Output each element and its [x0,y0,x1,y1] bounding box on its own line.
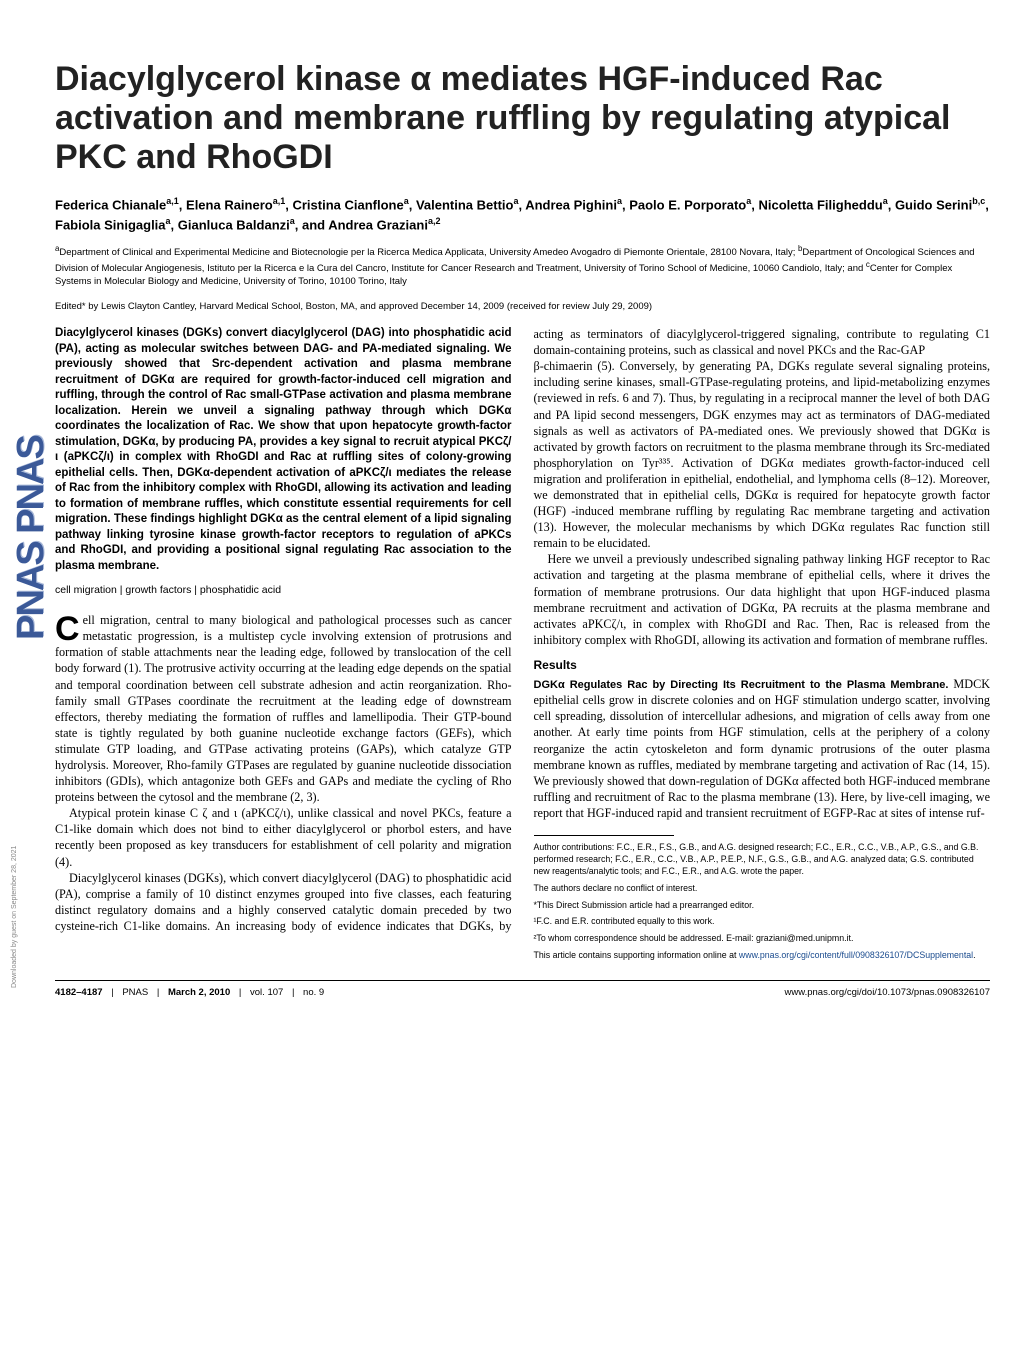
footer-date: March 2, 2010 [168,987,230,998]
footnote-correspondence: ²To whom correspondence should be addres… [534,933,991,945]
results-heading: Results [534,658,991,674]
authors-line: Federica Chianalea,1, Elena Raineroa,1, … [55,195,990,234]
footer-pnas: PNAS [122,987,148,998]
footnotes: Author contributions: F.C., E.R., F.S., … [534,842,991,962]
two-column-body: Diacylglycerol kinases (DGKs) convert di… [55,326,990,962]
body-paragraph-2: Atypical protein kinase C ζ and ι (aPKCζ… [55,805,512,869]
affiliations: aDepartment of Clinical and Experimental… [55,244,990,289]
footer-pages: 4182–4187 [55,987,103,998]
footnote-supp-pre: This article contains supporting informa… [534,950,739,960]
footer-sep: | [157,987,159,998]
results-runin-heading: DGKα Regulates Rac by Directing Its Recr… [534,679,949,691]
footnotes-rule [534,835,674,836]
pnas-logo: PNAS PNAS [10,436,53,640]
footnote-equal-contribution: ¹F.C. and E.R. contributed equally to th… [534,916,991,928]
edited-by-line: Edited* by Lewis Clayton Cantley, Harvar… [55,301,990,312]
supplemental-link[interactable]: www.pnas.org/cgi/content/full/0908326107… [739,950,973,960]
footnotes-block: Author contributions: F.C., E.R., F.S., … [534,835,991,962]
keywords: cell migration | growth factors | phosph… [55,584,512,598]
footer-sep: | [111,987,113,998]
footer-left: 4182–4187 | PNAS | March 2, 2010 | vol. … [55,987,324,998]
journal-sidebar: PNAS PNAS [0,60,45,660]
page-content: Diacylglycerol kinase α mediates HGF-ind… [55,0,990,962]
body-paragraph-4: β-chimaerin (5). Conversely, by generati… [534,358,991,551]
page-footer: 4182–4187 | PNAS | March 2, 2010 | vol. … [55,980,990,1028]
download-note: Downloaded by guest on September 28, 202… [11,846,18,988]
footer-vol: vol. 107 [250,987,283,998]
footnote-supp-post: . [973,950,975,960]
footnote-direct-submission: *This Direct Submission article had a pr… [534,900,991,912]
results-p1-text: MDCK epithelial cells grow in discrete c… [534,677,991,820]
footnote-conflict: The authors declare no conflict of inter… [534,883,991,895]
body-paragraph-1: Cell migration, central to many biologic… [55,612,512,805]
body-paragraph-5: Here we unveil a previously undescribed … [534,551,991,648]
footer-no: no. 9 [303,987,324,998]
footnote-supplemental: This article contains supporting informa… [534,950,991,962]
body-p1-text: ell migration, central to many biologica… [55,613,512,804]
results-paragraph-1: DGKα Regulates Rac by Directing Its Recr… [534,676,991,821]
abstract: Diacylglycerol kinases (DGKs) convert di… [55,326,512,574]
footer-sep: | [239,987,241,998]
footnote-contributions: Author contributions: F.C., E.R., F.S., … [534,842,991,878]
article-title: Diacylglycerol kinase α mediates HGF-ind… [55,60,990,177]
footer-right: www.pnas.org/cgi/doi/10.1073/pnas.090832… [785,987,990,998]
footer-sep: | [292,987,294,998]
dropcap: C [55,612,83,644]
